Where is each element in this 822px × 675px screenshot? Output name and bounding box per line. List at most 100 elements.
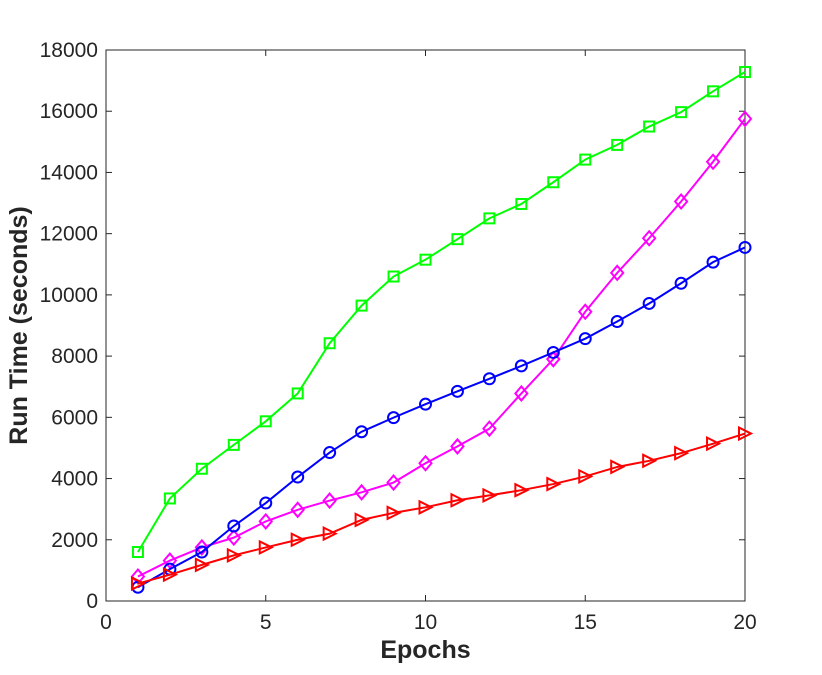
data-point-square: [227, 438, 240, 451]
data-point-triangle-right: [162, 567, 179, 583]
data-point-square: [643, 120, 656, 133]
data-point-triangle-right: [450, 492, 466, 508]
data-point-square: [675, 106, 688, 119]
x-tick-label: 20: [733, 611, 756, 634]
y-tick-label: 4000: [51, 468, 98, 491]
y-tick-label: 0: [86, 590, 98, 613]
data-point-square: [579, 153, 592, 166]
data-point-diamond: [418, 454, 433, 472]
data-point-triangle-right: [130, 575, 147, 592]
data-point-circle: [450, 384, 464, 398]
axis-ticks: [105, 49, 746, 602]
data-point-circle: [323, 446, 337, 460]
data-point-square: [131, 546, 144, 559]
data-point-square: [515, 197, 528, 210]
data-point-triangle-right: [578, 468, 594, 485]
y-tick-label: 2000: [51, 529, 98, 552]
y-tick-label: 10000: [40, 284, 98, 307]
y-tick-label: 14000: [40, 161, 98, 184]
data-point-diamond: [226, 529, 242, 547]
series-line: [137, 118, 746, 578]
data-point-triangle-right: [290, 532, 306, 548]
data-point-square: [291, 387, 304, 400]
data-point-circle: [738, 240, 752, 254]
data-point-circle: [706, 255, 720, 269]
data-point-triangle-right: [258, 539, 274, 556]
data-point-diamond: [194, 538, 210, 556]
data-point-square: [355, 299, 368, 312]
data-point-circle: [642, 296, 656, 310]
data-point-circle: [291, 470, 305, 484]
data-point-circle: [610, 315, 624, 329]
data-point-diamond: [609, 264, 625, 282]
data-point-circle: [546, 345, 560, 359]
x-axis-title: Epochs: [380, 636, 470, 664]
data-point-circle: [674, 276, 688, 290]
data-point-square: [387, 270, 400, 283]
data-point-triangle-right: [738, 425, 754, 442]
data-point-square: [323, 337, 336, 350]
data-point-circle: [578, 332, 592, 346]
x-tick-label: 0: [100, 611, 112, 634]
y-axis-title: Run Time (seconds): [5, 206, 33, 444]
data-point-circle: [227, 519, 241, 533]
y-tick-label: 18000: [40, 39, 98, 62]
data-point-square: [707, 85, 720, 98]
data-point-square: [419, 253, 432, 266]
data-point-square: [451, 233, 464, 246]
data-point-diamond: [450, 437, 465, 455]
data-point-diamond: [514, 384, 529, 402]
data-point-diamond: [386, 473, 401, 492]
data-point-diamond: [290, 501, 306, 519]
data-point-square: [259, 415, 272, 428]
data-point-square: [611, 138, 624, 151]
data-point-circle: [482, 372, 496, 386]
data-point-diamond: [705, 153, 721, 171]
data-point-square: [195, 462, 208, 475]
data-point-triangle-right: [322, 526, 338, 542]
y-tick-label: 16000: [40, 100, 98, 123]
data-point-square: [483, 212, 496, 225]
data-point-diamond: [673, 192, 689, 211]
data-point-circle: [259, 496, 273, 510]
x-tick-label: 5: [260, 611, 272, 634]
data-point-circle: [387, 411, 401, 425]
data-point-triangle-right: [194, 557, 211, 573]
data-point-triangle-right: [354, 512, 370, 528]
data-point-circle: [195, 545, 209, 559]
data-point-diamond: [577, 303, 593, 321]
x-tick-label: 15: [574, 611, 597, 634]
y-tick-label: 12000: [40, 223, 98, 246]
data-point-diamond: [354, 483, 369, 501]
y-tick-label: 8000: [51, 345, 98, 368]
data-point-triangle-right: [226, 547, 243, 564]
data-point-triangle-right: [482, 487, 498, 504]
plot-box: [105, 49, 746, 602]
data-point-circle: [355, 425, 369, 439]
data-point-circle: [419, 397, 432, 411]
data-point-square: [739, 66, 751, 79]
x-tick-label: 10: [414, 611, 437, 634]
data-point-triangle-right: [546, 476, 562, 492]
data-point-triangle-right: [418, 499, 434, 515]
series-layer: [130, 66, 754, 594]
data-point-triangle-right: [642, 453, 658, 469]
data-point-diamond: [322, 492, 337, 510]
y-tick-label: 6000: [51, 406, 98, 429]
data-point-diamond: [482, 420, 497, 438]
data-point-triangle-right: [706, 436, 722, 452]
data-point-diamond: [737, 110, 753, 128]
series-square: [131, 66, 751, 559]
data-point-square: [547, 176, 560, 189]
data-point-triangle-right: [674, 445, 690, 461]
series-diamond: [130, 110, 753, 586]
data-point-diamond: [258, 512, 274, 530]
axis-tick-labels: 0 5 10 15 20 0 2000 4000 6000 8000 10000 12000 14000…: [40, 39, 757, 634]
data-point-diamond: [641, 229, 657, 247]
data-point-triangle-right: [386, 505, 402, 521]
data-point-triangle-right: [610, 459, 626, 475]
series-triangle-right: [130, 425, 754, 592]
data-point-square: [163, 492, 176, 505]
data-point-circle: [514, 359, 528, 373]
